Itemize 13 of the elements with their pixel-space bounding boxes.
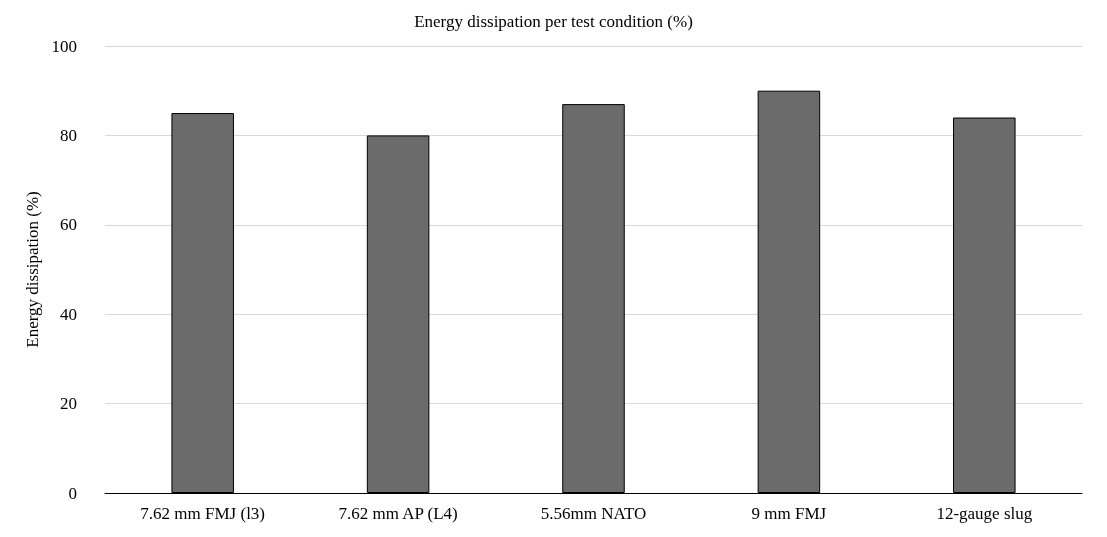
y-tick-label: 100 [51, 36, 77, 56]
y-tick-label: 0 [68, 483, 77, 503]
x-tick-label: 5.56mm NATO [540, 504, 647, 523]
y-tick-label: 40 [60, 304, 77, 324]
chart-title: Energy dissipation per test condition (%) [414, 12, 693, 31]
x-tick-label: 12-gauge slug [936, 504, 1033, 523]
y-tick-label: 20 [60, 394, 77, 414]
x-tick-label: 7.62 mm AP (L4) [338, 504, 458, 523]
y-tick-label: 80 [60, 125, 77, 145]
y-tick-label: 60 [60, 215, 77, 235]
x-tick-label: 7.62 mm FMJ (l3) [140, 504, 266, 523]
x-tick-label: 9 mm FMJ [751, 504, 827, 523]
y-axis-title: Energy dissipation (%) [22, 191, 42, 348]
